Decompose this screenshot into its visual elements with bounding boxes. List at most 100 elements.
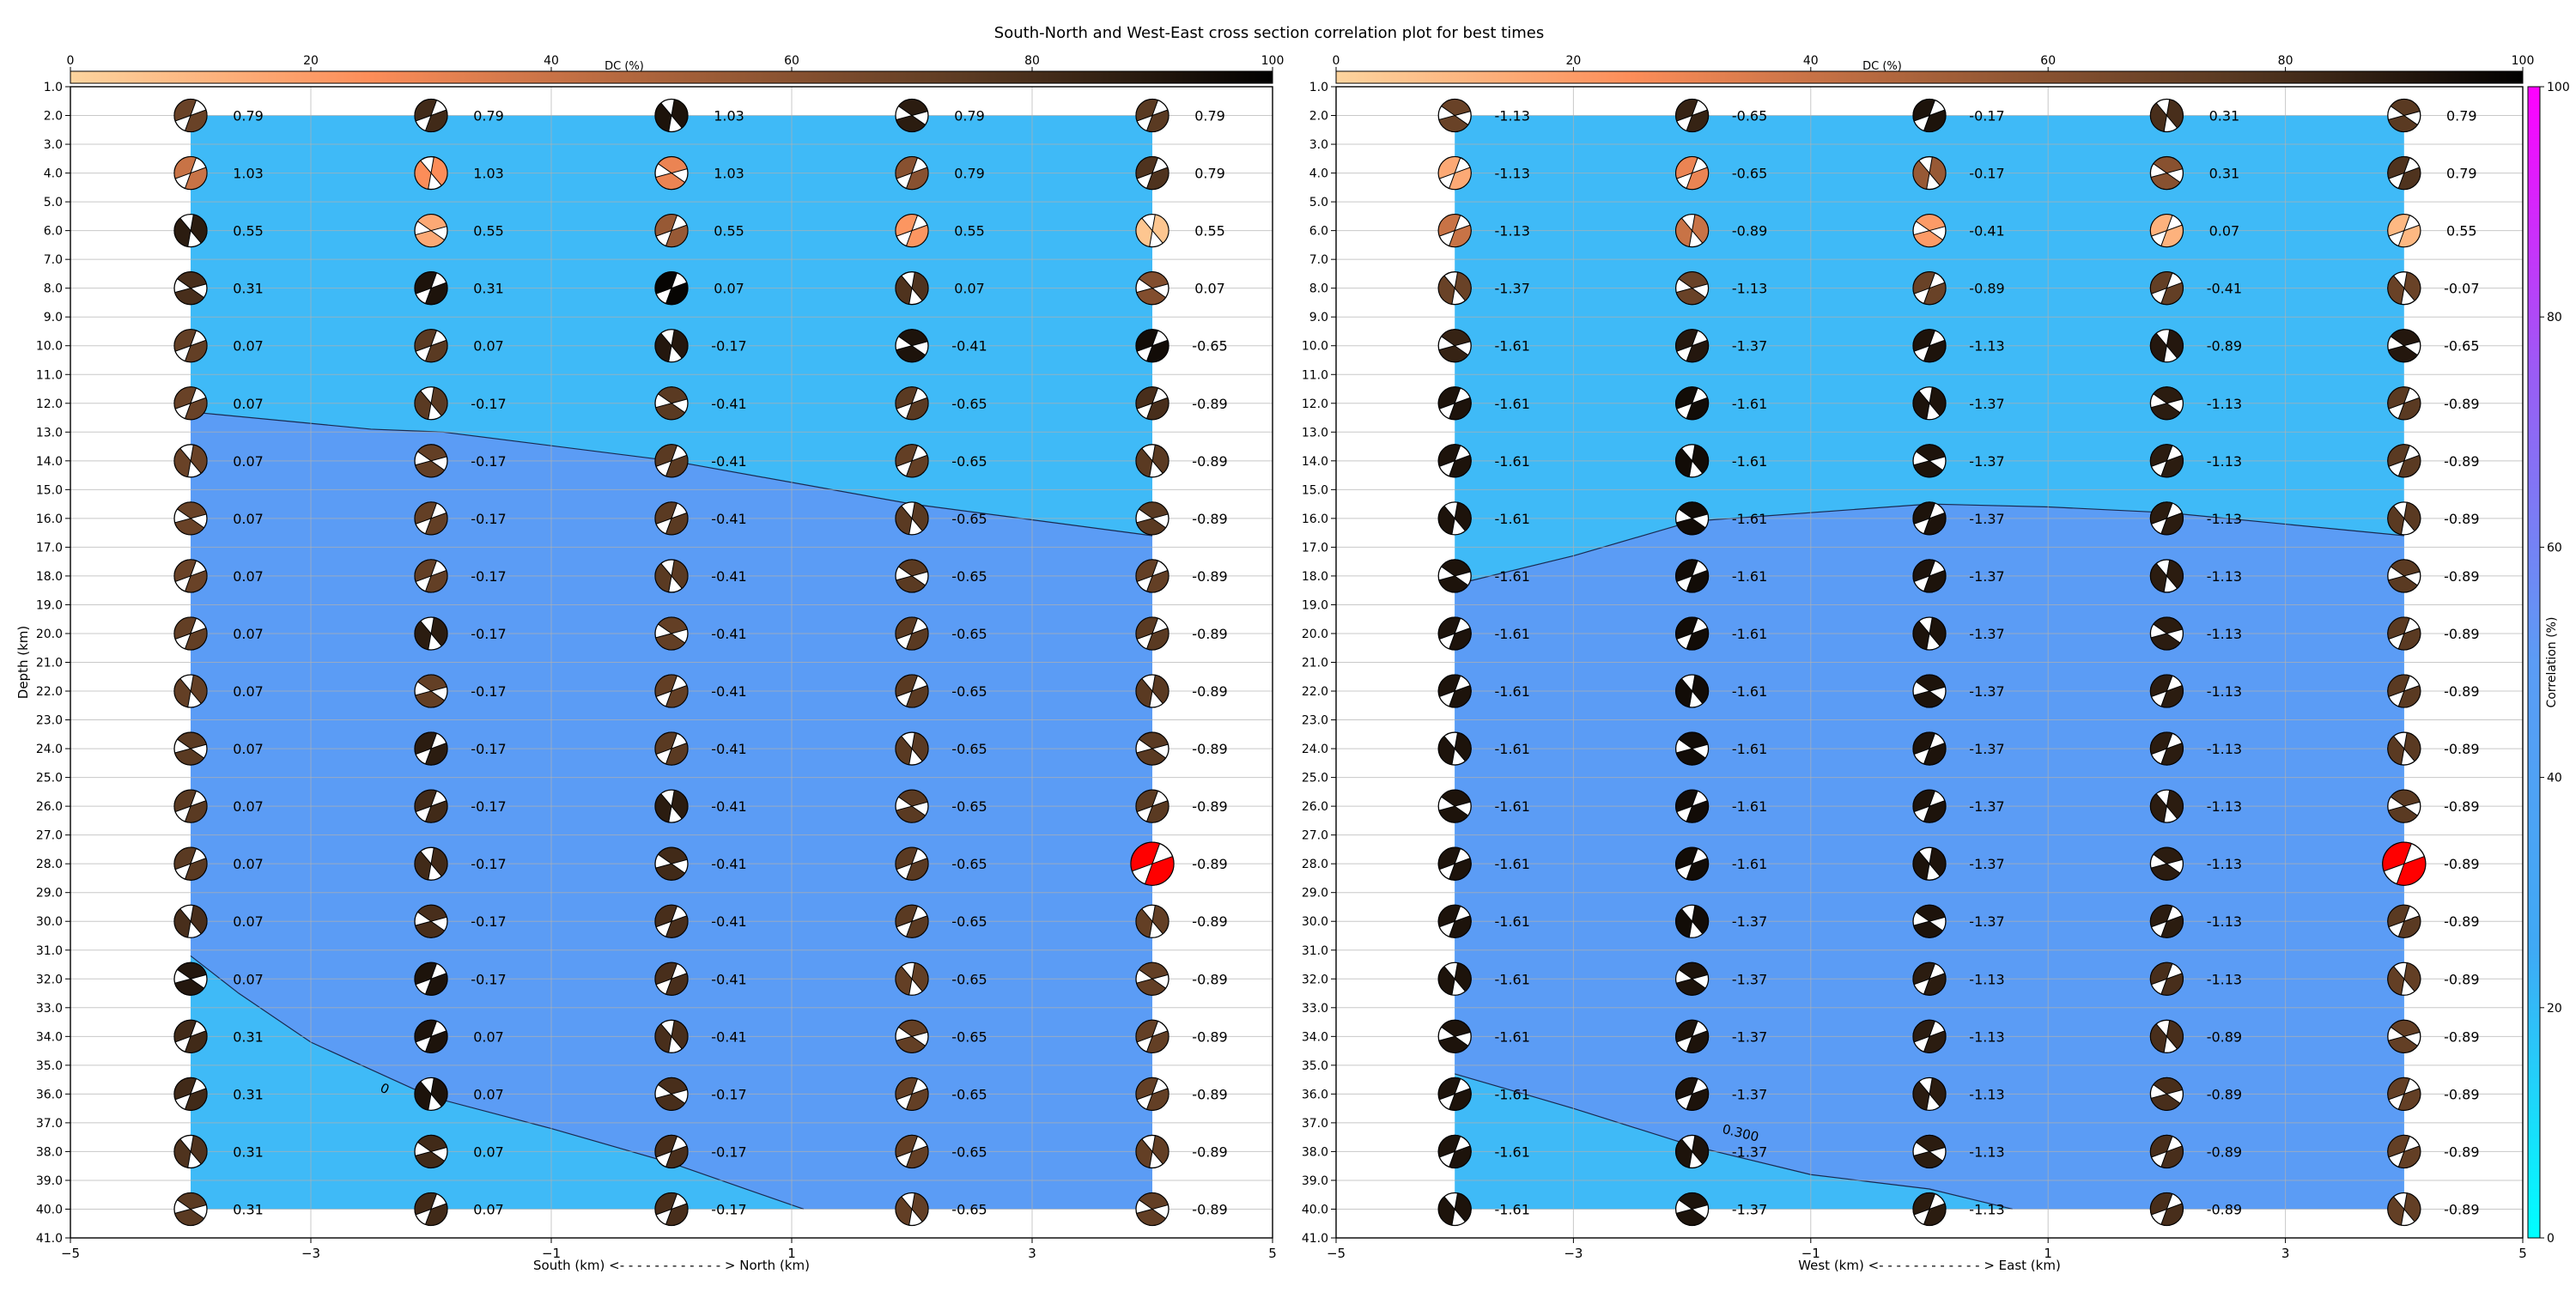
y-tick-label: 39.0	[36, 1174, 63, 1188]
beachball-quadrant	[671, 559, 689, 590]
beachball	[2387, 789, 2421, 823]
beachball	[1135, 1077, 1170, 1112]
beachball-quadrant	[1675, 789, 1698, 813]
time-label: -1.37	[1732, 971, 1767, 987]
y-tick-label: 24.0	[1302, 743, 1328, 756]
beachball-quadrant	[1675, 616, 1698, 640]
beachball-quadrant	[414, 99, 438, 122]
beachball-quadrant	[2149, 332, 2167, 363]
time-label: 0.79	[473, 108, 504, 124]
dc-tick-label: 80	[1024, 54, 1040, 68]
figure-title: South-North and West-East cross section …	[994, 24, 1544, 42]
beachball-quadrant	[657, 616, 688, 634]
beachball-quadrant	[895, 616, 919, 640]
beachball-quadrant	[1437, 505, 1455, 536]
time-label: -0.65	[951, 971, 987, 987]
beachball-quadrant	[2149, 214, 2173, 237]
beachball-quadrant	[414, 1019, 438, 1043]
y-tick-label: 15.0	[1302, 483, 1328, 497]
beachball	[1135, 789, 1170, 823]
beachball-quadrant	[424, 1203, 448, 1226]
beachball-quadrant	[2403, 1192, 2421, 1222]
beachball	[1674, 444, 1710, 478]
beachball-quadrant	[1449, 397, 1472, 421]
time-label: -0.65	[2444, 338, 2479, 355]
time-label: -0.17	[1969, 166, 2004, 182]
x-tick-label: 5	[2518, 1246, 2527, 1261]
beachball-quadrant	[654, 501, 678, 525]
beachball	[895, 444, 929, 478]
beachball-quadrant	[1449, 858, 1472, 881]
y-tick-label: 33.0	[36, 1002, 63, 1016]
beachball	[895, 155, 929, 191]
y-tick-label: 9.0	[1309, 311, 1328, 325]
beachball-quadrant	[1686, 167, 1710, 191]
beachball	[1135, 271, 1170, 306]
beachball-quadrant	[1912, 789, 1936, 813]
beachball-quadrant	[430, 846, 448, 877]
time-label: -0.89	[2207, 1201, 2242, 1217]
beachball	[1437, 155, 1472, 191]
beachball-quadrant	[173, 217, 191, 247]
y-tick-label: 6.0	[1309, 225, 1328, 239]
time-label: -0.41	[711, 913, 746, 930]
y-tick-label: 40.0	[1302, 1203, 1328, 1216]
beachball-quadrant	[1449, 1145, 1472, 1168]
beachball-quadrant	[2153, 156, 2184, 174]
best-beachball	[2382, 841, 2427, 886]
beachball-quadrant	[1686, 858, 1710, 881]
time-label: 0.79	[2446, 166, 2477, 182]
beachball	[1912, 1019, 1947, 1053]
beachball	[414, 386, 448, 421]
beachball-quadrant	[2160, 1203, 2184, 1226]
y-tick-label: 1.0	[44, 81, 63, 94]
time-label: -1.13	[2207, 568, 2242, 585]
time-label: 0.79	[954, 108, 985, 124]
beachball-quadrant	[1135, 447, 1153, 478]
beachball-quadrant	[1915, 444, 1946, 462]
beachball-quadrant	[896, 805, 927, 823]
beachball-quadrant	[895, 904, 919, 928]
time-label: -0.89	[2444, 913, 2479, 930]
beachball	[654, 1019, 689, 1053]
beachball	[895, 904, 929, 938]
beachball	[173, 616, 208, 651]
beachball-quadrant	[2397, 1088, 2421, 1111]
beachball-quadrant	[1454, 1192, 1472, 1222]
beachball-quadrant	[1437, 1196, 1455, 1226]
beachball-quadrant	[1912, 501, 1936, 525]
time-label: -0.17	[471, 511, 506, 527]
time-label: 0.07	[2209, 223, 2240, 240]
beachball	[1912, 616, 1947, 651]
panel-south-north: 0 1.0 2.0 3.0 4.0 5.0 6.0 7.0 8.0 9.0 10.0 11.0 12.0…	[15, 54, 1284, 1273]
y-tick-label: 25.0	[1302, 772, 1328, 786]
y-tick-label: 9.0	[44, 311, 63, 325]
beachball	[895, 674, 929, 708]
y-tick-label: 20.0	[1302, 628, 1328, 641]
beachball-quadrant	[1686, 397, 1710, 421]
time-label: -1.13	[2207, 683, 2242, 700]
beachball	[895, 98, 929, 133]
time-label: -1.61	[1494, 856, 1529, 872]
time-label: -0.17	[471, 568, 506, 585]
beachball-quadrant	[1437, 674, 1461, 698]
beachball-quadrant	[1151, 904, 1170, 935]
time-label: -0.17	[471, 913, 506, 930]
beachball-quadrant	[1923, 339, 1947, 363]
beachball-quadrant	[655, 633, 686, 651]
beachball	[2149, 559, 2184, 593]
time-label: 0.07	[233, 683, 264, 700]
dc-tick-label: 100	[2512, 54, 2535, 68]
beachball-quadrant	[1675, 978, 1706, 996]
time-label: -1.13	[2207, 453, 2242, 470]
beachball	[895, 961, 929, 996]
y-tick-label: 31.0	[1302, 944, 1328, 958]
beachball	[895, 213, 929, 248]
time-label: 0.07	[473, 1143, 504, 1160]
beachball-quadrant	[1145, 1088, 1170, 1111]
beachball-quadrant	[1151, 674, 1170, 705]
beachball-quadrant	[2149, 271, 2173, 294]
beachball-quadrant	[1135, 1019, 1159, 1043]
beachball	[1674, 846, 1710, 881]
